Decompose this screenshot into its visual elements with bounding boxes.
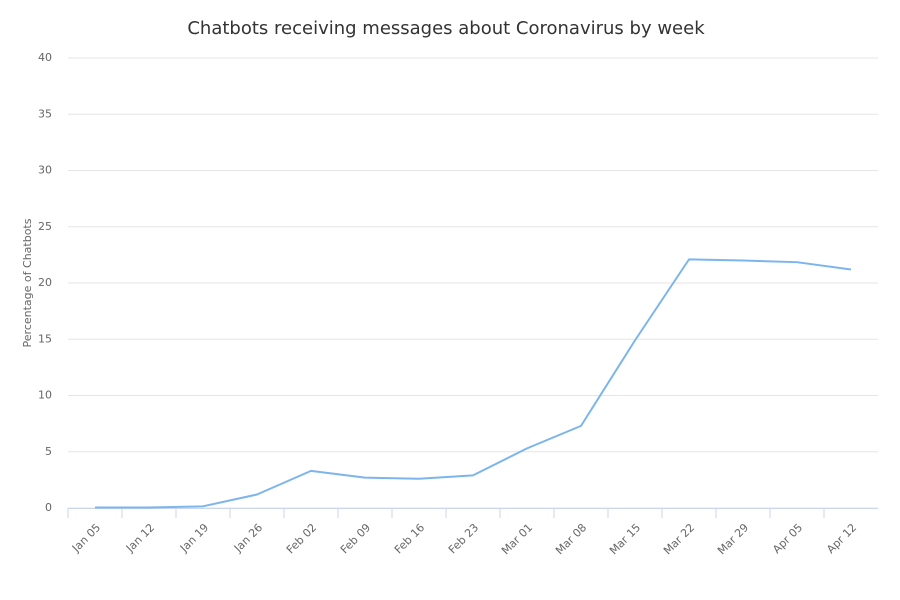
x-tick-label: Feb 23 bbox=[446, 521, 481, 556]
y-tick-label: 10 bbox=[38, 389, 52, 402]
x-tick-label: Jan 26 bbox=[231, 521, 265, 555]
x-tick-label: Mar 01 bbox=[499, 521, 535, 557]
x-tick-label: Feb 16 bbox=[392, 521, 427, 556]
x-tick-label: Apr 05 bbox=[770, 521, 805, 556]
x-tick-label: Feb 09 bbox=[338, 521, 373, 556]
x-tick-label: Jan 12 bbox=[123, 521, 157, 555]
y-axis-label: Percentage of Chatbots bbox=[21, 218, 34, 347]
y-tick-label: 0 bbox=[45, 501, 52, 514]
x-tick-label: Jan 19 bbox=[177, 521, 211, 555]
x-tick-label: Feb 02 bbox=[284, 521, 319, 556]
x-tick-label: Apr 12 bbox=[824, 521, 859, 556]
y-tick-label: 35 bbox=[38, 107, 52, 120]
data-line bbox=[95, 258, 852, 509]
x-tick-label: Jan 05 bbox=[69, 521, 103, 555]
y-tick-label: 15 bbox=[38, 332, 52, 345]
y-tick-label: 5 bbox=[45, 445, 52, 458]
x-tick-label: Mar 22 bbox=[661, 521, 697, 557]
y-tick-label: 30 bbox=[38, 164, 52, 177]
y-tick-label: 20 bbox=[38, 276, 52, 289]
x-tick-label: Mar 29 bbox=[715, 521, 751, 557]
x-tick-label: Mar 08 bbox=[553, 521, 589, 557]
x-tick-label: Mar 15 bbox=[607, 521, 643, 557]
y-tick-label: 40 bbox=[38, 51, 52, 64]
y-tick-label: 25 bbox=[38, 220, 52, 233]
chart-title: Chatbots receiving messages about Corona… bbox=[187, 18, 705, 39]
